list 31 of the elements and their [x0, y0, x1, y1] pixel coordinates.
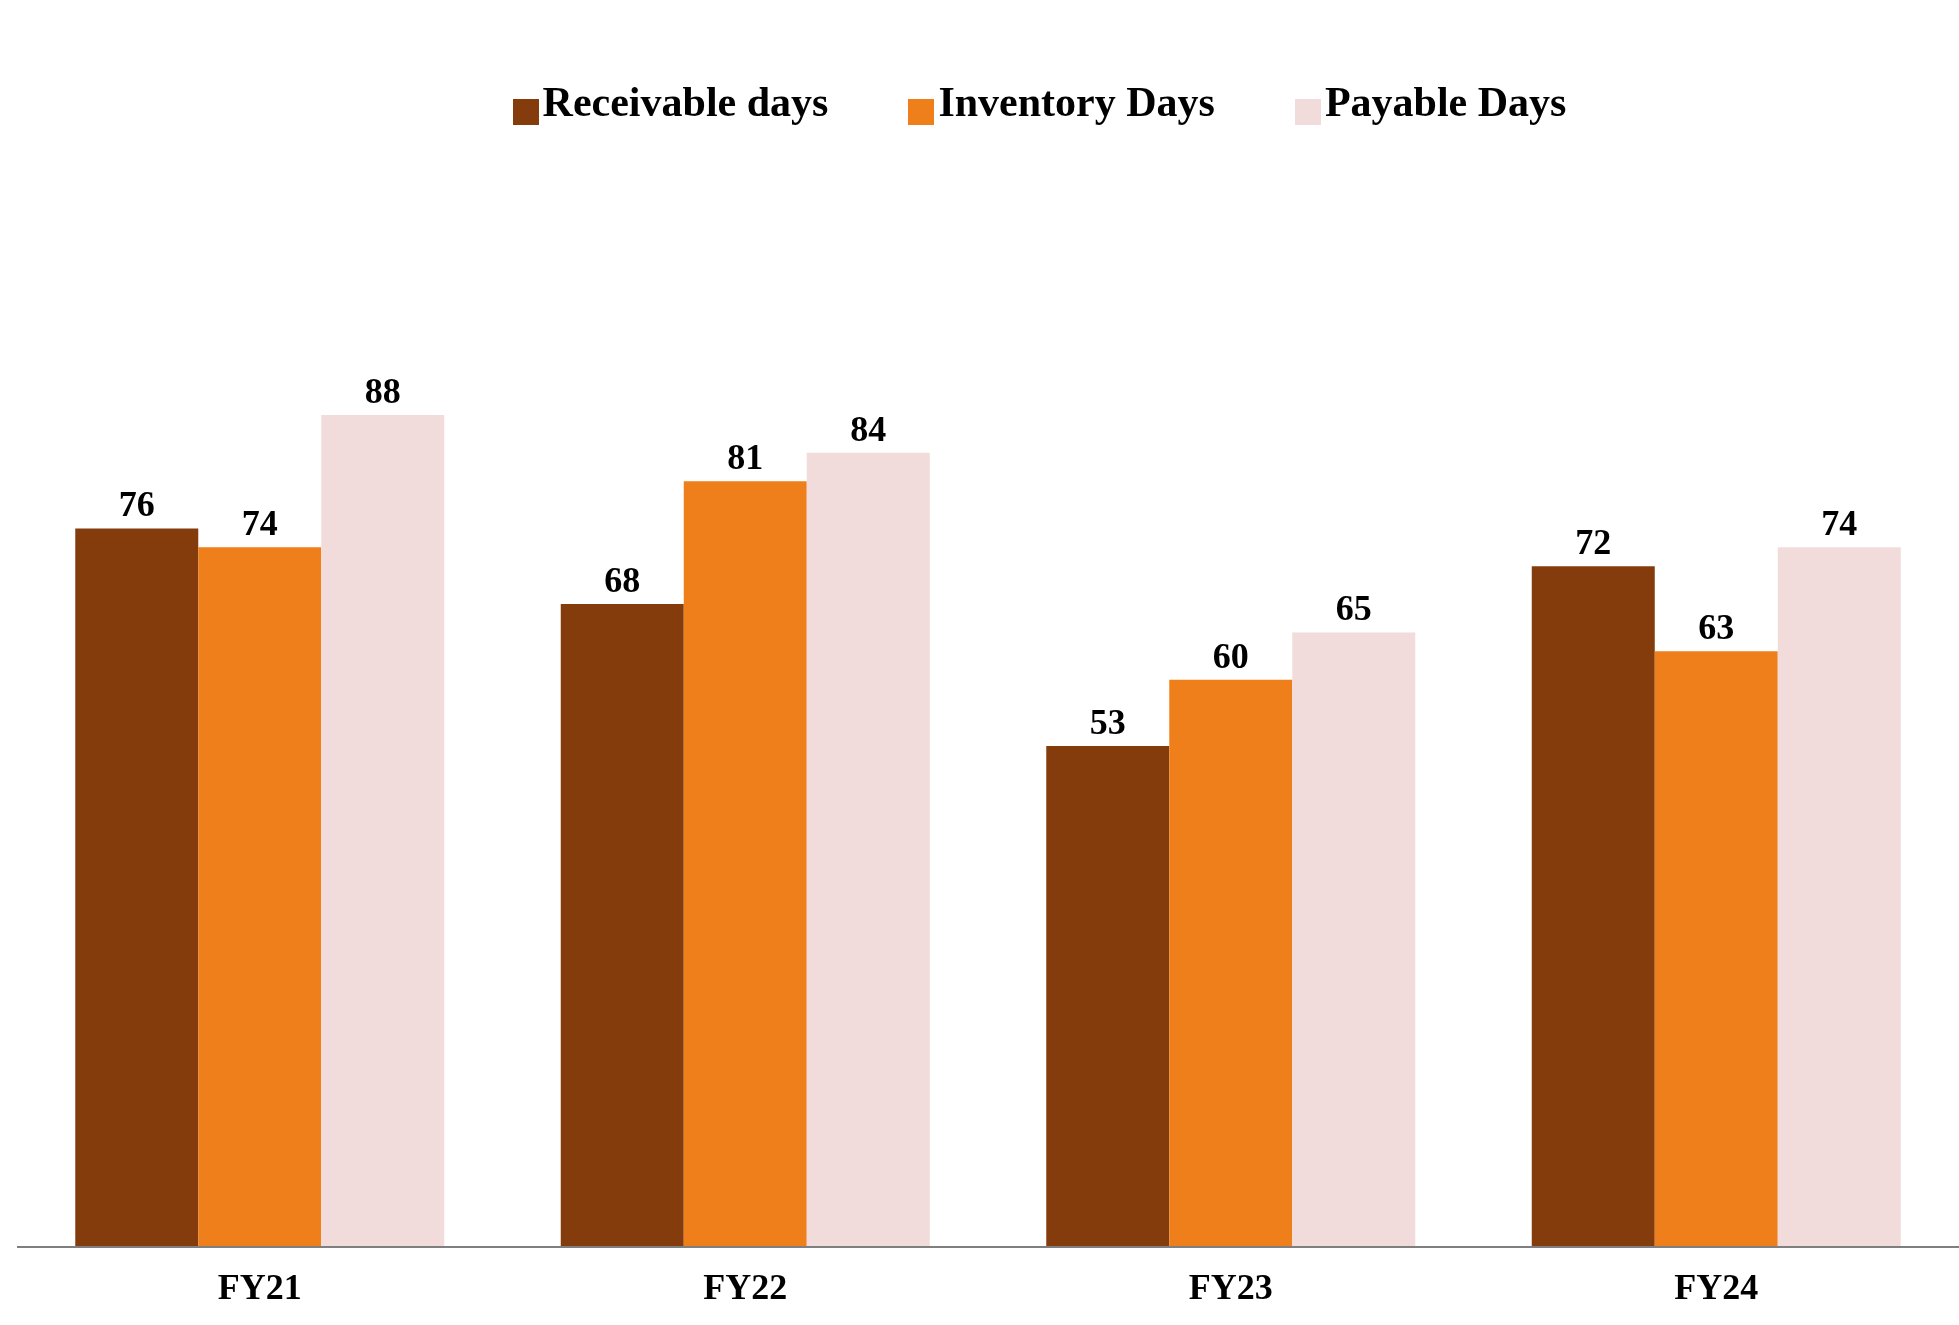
- data-label: 68: [604, 560, 641, 601]
- bar: [1046, 745, 1170, 1247]
- bar: [560, 604, 684, 1247]
- legend-label: Payable Days: [1324, 79, 1567, 125]
- x-tick-label: FY23: [1188, 1266, 1273, 1307]
- x-tick-label: FY22: [703, 1266, 788, 1307]
- data-label: 88: [364, 371, 401, 411]
- bar: [1777, 547, 1901, 1247]
- bar: [198, 547, 322, 1247]
- bar: [1169, 679, 1293, 1247]
- bar: [683, 481, 807, 1247]
- x-tick-label: FY24: [1674, 1266, 1759, 1307]
- bar: [1292, 632, 1416, 1247]
- data-label: 74: [241, 503, 278, 544]
- data-label: 84: [850, 408, 887, 449]
- bar: [321, 415, 445, 1247]
- bar: [806, 452, 930, 1247]
- data-label: 81: [727, 437, 764, 478]
- bar: [1654, 651, 1778, 1247]
- data-label: 53: [1089, 701, 1126, 742]
- bar: [1531, 566, 1655, 1247]
- legend-label: Inventory Days: [938, 79, 1215, 125]
- data-label: 63: [1698, 607, 1735, 648]
- data-label: 76: [118, 484, 155, 525]
- x-tick-label: FY21: [217, 1266, 302, 1307]
- data-label: 65: [1335, 588, 1372, 629]
- data-label: 74: [1821, 503, 1858, 544]
- bar: [75, 528, 199, 1247]
- data-label: 60: [1212, 635, 1249, 676]
- data-label: 72: [1575, 522, 1612, 563]
- legend-label: Receivable days: [542, 79, 829, 125]
